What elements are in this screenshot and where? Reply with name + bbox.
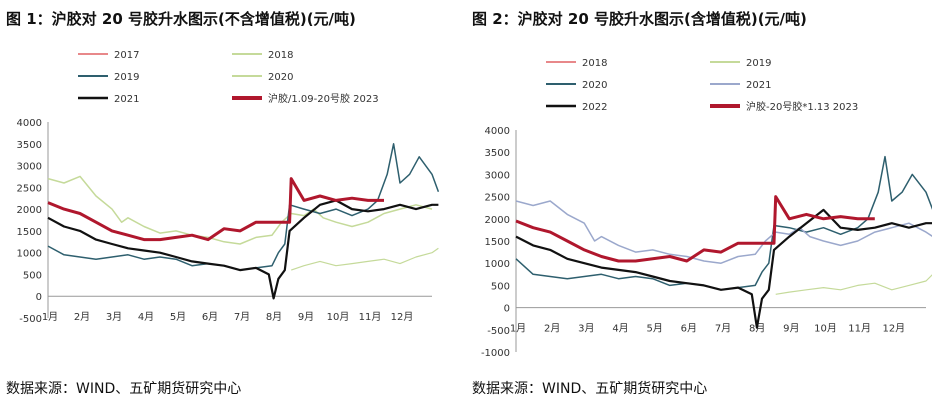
x-tick-label: 5月 bbox=[646, 323, 662, 335]
y-tick-label: -500 bbox=[487, 326, 510, 337]
x-tick-label: 12月 bbox=[391, 311, 414, 323]
y-tick-label: 1500 bbox=[17, 227, 42, 238]
y-tick-label: 2500 bbox=[485, 193, 510, 204]
x-tick-label: 11月 bbox=[359, 311, 382, 323]
x-tick-label: 9月 bbox=[298, 311, 314, 323]
series-line bbox=[47, 177, 384, 242]
x-tick-label: 6月 bbox=[681, 323, 697, 335]
y-tick-label: 500 bbox=[23, 270, 42, 281]
chart-title: 图 2：沪胶对 20 号胶升水图示(含增值税)(元/吨) bbox=[472, 10, 807, 28]
chart-title: 图 1：沪胶对 20 号胶升水图示(不含增值税)(元/吨) bbox=[6, 10, 356, 28]
legend-label: 沪胶-20号胶*1.13 2023 bbox=[746, 100, 858, 113]
x-tick-label: 11月 bbox=[848, 323, 871, 335]
series-line bbox=[515, 200, 932, 264]
y-tick-label: 3000 bbox=[485, 170, 510, 181]
data-source: 数据来源：WIND、五矿期货研究中心 bbox=[472, 381, 708, 397]
legend-label: 2017 bbox=[114, 50, 139, 61]
x-tick-label: 10月 bbox=[814, 323, 837, 335]
y-tick-label: -1000 bbox=[481, 348, 510, 359]
x-tick-label: 4月 bbox=[612, 323, 628, 335]
series-line bbox=[47, 175, 433, 245]
series-line bbox=[515, 195, 875, 263]
y-tick-label: 1000 bbox=[17, 249, 42, 260]
y-tick-label: 4000 bbox=[485, 126, 510, 137]
x-tick-label: 3月 bbox=[578, 323, 594, 335]
chart-svg-1: 2017 2018 2019 2020 2021 沪胶/1.09-20号胶 2023 -50… bbox=[17, 50, 440, 325]
x-tick-label: 10月 bbox=[327, 311, 350, 323]
legend-label: 2019 bbox=[114, 72, 139, 83]
y-tick-label: -500 bbox=[19, 314, 42, 325]
legend-label: 沪胶/1.09-20号胶 2023 bbox=[268, 92, 379, 105]
y-tick-label: 3500 bbox=[485, 148, 510, 159]
x-tick-label: 7月 bbox=[715, 323, 731, 335]
y-tick-label: 3000 bbox=[17, 162, 42, 173]
chart-svg-2: 2018 2019 2020 2021 2022 沪胶-20号胶*1.13 2023 -10… bbox=[481, 58, 932, 359]
legend-label: 2021 bbox=[114, 94, 139, 105]
y-tick-label: 4000 bbox=[17, 118, 42, 129]
series-line bbox=[515, 155, 932, 291]
x-tick-label: 3月 bbox=[106, 311, 122, 323]
x-tick-label: 1月 bbox=[510, 323, 526, 335]
legend-label: 2022 bbox=[582, 102, 607, 113]
x-tick-label: 4月 bbox=[138, 311, 154, 323]
legend-label: 2019 bbox=[746, 58, 771, 69]
x-tick-label: 12月 bbox=[882, 323, 905, 335]
y-tick-label: 2500 bbox=[17, 183, 42, 194]
y-tick-label: 1000 bbox=[485, 259, 510, 270]
x-tick-label: 2月 bbox=[74, 311, 90, 323]
x-tick-label: 5月 bbox=[170, 311, 186, 323]
x-tick-label: 9月 bbox=[783, 323, 799, 335]
series-line bbox=[291, 247, 439, 271]
y-tick-label: 2000 bbox=[485, 215, 510, 226]
y-tick-label: 3500 bbox=[17, 140, 42, 151]
x-tick-label: 1月 bbox=[42, 311, 58, 323]
x-tick-label: 7月 bbox=[234, 311, 250, 323]
series-line bbox=[775, 274, 932, 295]
y-tick-label: 1500 bbox=[485, 237, 510, 248]
y-tick-label: 500 bbox=[491, 281, 510, 292]
chart-panel-2: 图 2：沪胶对 20 号胶升水图示(含增值税)(元/吨) 2018 2019 202… bbox=[466, 0, 932, 402]
legend-label: 2020 bbox=[582, 80, 607, 91]
series-line bbox=[47, 143, 440, 271]
x-tick-label: 2月 bbox=[544, 323, 560, 335]
legend-label: 2020 bbox=[268, 72, 293, 83]
legend-label: 2018 bbox=[582, 58, 607, 69]
legend-label: 2021 bbox=[746, 80, 771, 91]
y-tick-label: 2000 bbox=[17, 205, 42, 216]
series-line bbox=[515, 208, 932, 329]
data-source: 数据来源：WIND、五矿期货研究中心 bbox=[6, 381, 242, 397]
chart-panel-1: 图 1：沪胶对 20 号胶升水图示(不含增值税)(元/吨) 2017 2018 20… bbox=[6, 10, 440, 397]
legend-label: 2018 bbox=[268, 50, 293, 61]
y-tick-label: 0 bbox=[504, 304, 510, 315]
x-tick-label: 8月 bbox=[266, 311, 282, 323]
y-tick-label: 0 bbox=[36, 292, 42, 303]
x-tick-label: 6月 bbox=[202, 311, 218, 323]
series-line bbox=[47, 199, 439, 300]
